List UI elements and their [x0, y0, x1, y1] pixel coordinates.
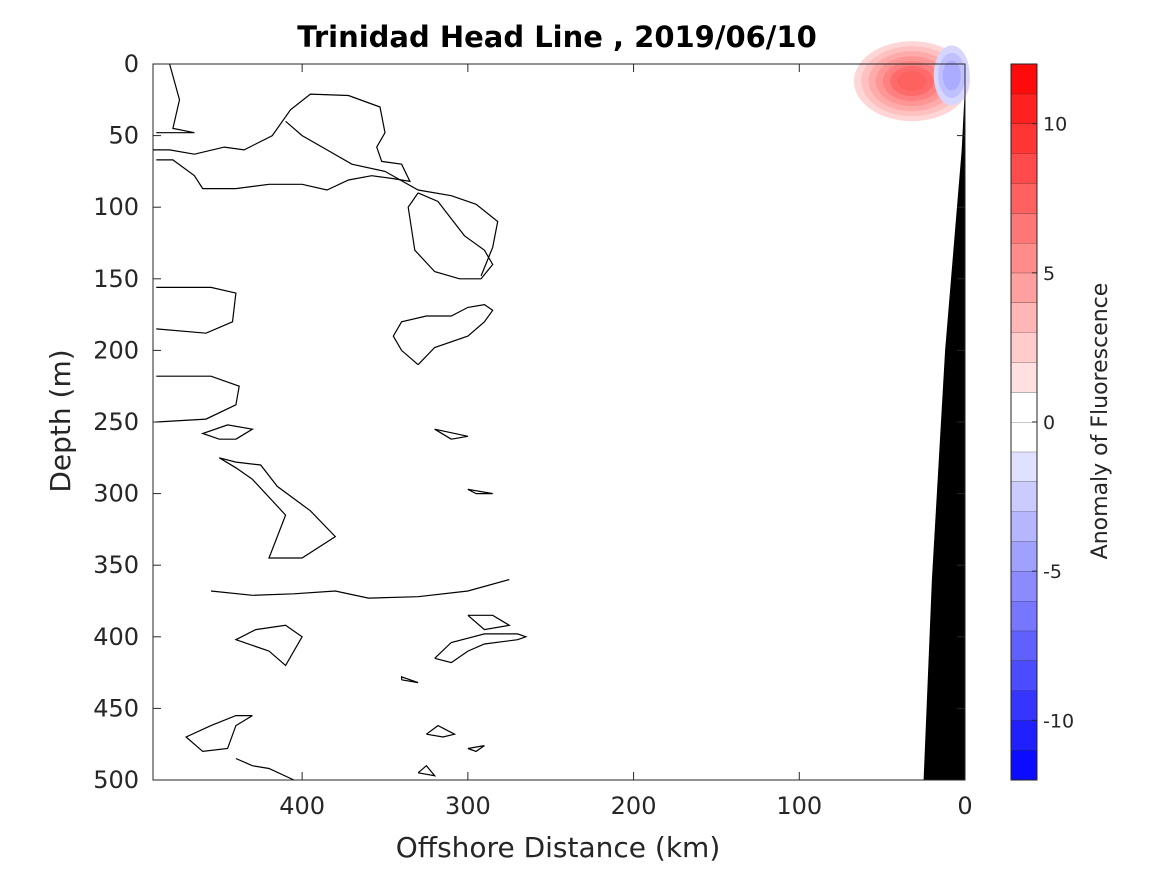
zero-contour-line [234, 624, 303, 667]
zero-contour-layer [153, 63, 528, 781]
zero-contour-line [392, 303, 494, 366]
x-tick-label: 300 [445, 792, 491, 820]
colorbar-segment [1011, 362, 1037, 393]
x-tick-label: 0 [957, 792, 972, 820]
colorbar-segment [1011, 660, 1037, 691]
colorbar-segment [1011, 123, 1037, 154]
y-tick-label: 50 [108, 122, 139, 150]
y-tick-label: 450 [93, 694, 139, 722]
colorbar-tick-label: 10 [1043, 114, 1067, 136]
zero-contour-line [434, 428, 469, 440]
zero-contour-line [200, 424, 255, 440]
zero-contour-line [407, 192, 494, 280]
zero-contour-line [417, 764, 437, 777]
anomaly-patch [785, 75, 800, 88]
zero-contour-line [426, 724, 457, 738]
zero-contour-line [156, 63, 195, 134]
colorbar-segment [1011, 272, 1037, 303]
colorbar-tick-label: -5 [1043, 561, 1062, 583]
zero-contour-line [235, 757, 295, 781]
zero-contour-line [156, 375, 240, 423]
y-tick-label: 100 [93, 193, 139, 221]
y-tick-label: 400 [93, 623, 139, 651]
x-axis-ticks: 400 300 200 100 0 [279, 64, 973, 820]
bathymetry-seafloor [923, 85, 965, 780]
zero-contour-line [218, 457, 337, 559]
zero-contour-line [401, 676, 419, 684]
colorbar-segment [1011, 601, 1037, 631]
colorbar-segment [1011, 511, 1037, 542]
colorbar-segment [1011, 690, 1037, 721]
anomaly-patch [947, 67, 957, 83]
colorbar-segment [1011, 541, 1037, 572]
zero-contour-line [467, 488, 493, 495]
colorbar-segment [1011, 422, 1037, 452]
colorbar-segment [1011, 392, 1037, 422]
zero-contour-line [153, 93, 411, 191]
x-tick-label: 200 [611, 792, 657, 820]
plot-background [153, 64, 965, 780]
colorbar-segments [1011, 63, 1037, 780]
colorbar-segment [1011, 571, 1037, 601]
y-tick-label: 250 [93, 408, 139, 436]
colorbar-segment [1011, 720, 1037, 751]
chart-title: Trinidad Head Line , 2019/06/10 [297, 20, 817, 54]
colorbar-segment [1011, 332, 1037, 363]
colorbar-tick-label: -10 [1043, 710, 1074, 732]
x-tick-label: 100 [776, 792, 822, 820]
colorbar-segment [1011, 183, 1037, 214]
colorbar-segment [1011, 64, 1037, 94]
colorbar-segment [1011, 153, 1037, 184]
y-axis-ticks: 0 50 100 150 200 250 300 350 400 450 500 [93, 50, 965, 794]
y-tick-label: 150 [93, 265, 139, 293]
colorbar-segment [1011, 481, 1037, 512]
colorbar-segment [1011, 451, 1037, 482]
zero-contour-line [156, 286, 237, 334]
colorbar-title: Anomaly of Fluorescence [1088, 283, 1113, 560]
zero-contour-line [285, 120, 499, 277]
y-tick-label: 300 [93, 480, 139, 508]
colorbar-segment [1011, 302, 1037, 333]
zero-contour-line [210, 578, 510, 599]
zero-contour-line [185, 714, 253, 753]
colorbar-segment [1011, 93, 1037, 124]
colorbar-segment [1011, 213, 1037, 243]
x-axis-title: Offshore Distance (km) [396, 831, 721, 864]
colorbar-segment [1011, 630, 1037, 661]
zero-contour-line [467, 614, 511, 631]
colorbar-tick-label: 0 [1043, 412, 1055, 434]
colorbar-segment [1011, 243, 1037, 273]
y-tick-label: 0 [124, 50, 139, 78]
y-tick-label: 350 [93, 551, 139, 579]
y-tick-label: 200 [93, 336, 139, 364]
plot-area: 400 300 200 100 0 0 50 100 150 200 250 300 350 400 45… [93, 41, 973, 820]
y-axis-title: Depth (m) [44, 349, 77, 492]
y-tick-label: 500 [93, 766, 139, 794]
x-tick-label: 400 [279, 792, 325, 820]
anomaly-patch [904, 76, 920, 87]
colorbar-segment [1011, 750, 1037, 780]
zero-contour-line [467, 745, 485, 753]
colorbar: 10 5 0 -5 -10 [1010, 63, 1074, 781]
colorbar-tick-label: 5 [1043, 263, 1055, 285]
zero-contour-line [434, 633, 528, 664]
colorbar-ticks: 10 5 0 -5 -10 [1032, 114, 1074, 732]
